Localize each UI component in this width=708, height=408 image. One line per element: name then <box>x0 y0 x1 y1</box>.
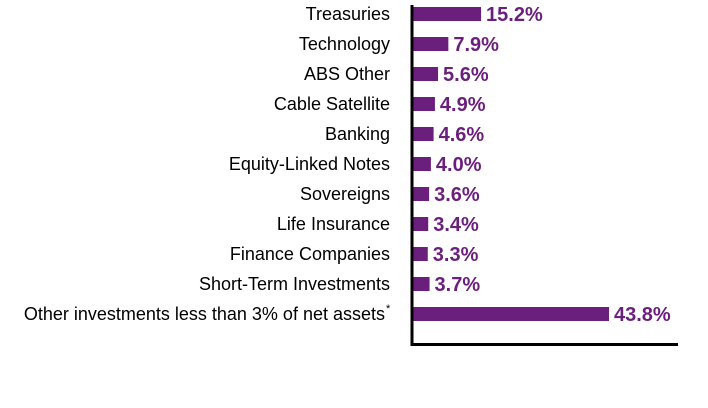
bar-life-insurance <box>413 217 429 231</box>
bar-other-investments-less-than-3-of-net-assets <box>413 307 609 321</box>
value-label-sovereigns: 3.6% <box>434 184 480 206</box>
bar-abs-other <box>413 67 439 81</box>
bar-sovereigns <box>413 187 430 201</box>
footnote-mark: * <box>386 303 391 315</box>
value-labels-group: 15.2% 7.9% 5.6% 4.9% 4.6% 4.0% 3.6% 3.4% 3.3% 3.7… <box>433 4 671 326</box>
value-label-equity-linked-notes: 4.0% <box>436 154 482 176</box>
bar-cable-satellite <box>413 97 435 111</box>
bar-treasuries <box>413 7 482 21</box>
category-labels-group: Treasuries Technology ABS Other Cable Satel… <box>24 4 391 324</box>
value-label-banking: 4.6% <box>439 124 485 146</box>
category-label-treasuries: Treasuries <box>306 4 390 24</box>
category-label-short-term-investments: Short-Term Investments <box>199 274 390 294</box>
value-label-other-investments-less-than-3-of-net-assets: 43.8% <box>614 304 671 326</box>
value-label-life-insurance: 3.4% <box>433 214 479 236</box>
value-label-short-term-investments: 3.7% <box>435 274 481 296</box>
bar-equity-linked-notes <box>413 157 431 171</box>
category-label-sovereigns: Sovereigns <box>300 184 390 204</box>
category-label-technology: Technology <box>299 34 390 54</box>
category-label-banking: Banking <box>325 124 390 144</box>
value-label-cable-satellite: 4.9% <box>440 94 486 116</box>
bar-finance-companies <box>413 247 428 261</box>
value-label-abs-other: 5.6% <box>443 64 489 86</box>
bars-group <box>413 7 609 321</box>
category-label-other-investments-less-than-3-of-net-assets: Other investments less than 3% of net as… <box>24 304 385 324</box>
category-label-abs-other: ABS Other <box>304 64 390 84</box>
category-label-finance-companies: Finance Companies <box>230 244 390 264</box>
value-label-technology: 7.9% <box>453 34 499 56</box>
value-label-finance-companies: 3.3% <box>433 244 479 266</box>
bar-banking <box>413 127 434 141</box>
value-label-treasuries: 15.2% <box>486 4 543 26</box>
bar-technology <box>413 37 449 51</box>
category-label-life-insurance: Life Insurance <box>277 214 390 234</box>
category-label-equity-linked-notes: Equity-Linked Notes <box>229 154 390 174</box>
category-label-cable-satellite: Cable Satellite <box>274 94 390 114</box>
bar-short-term-investments <box>413 277 430 291</box>
